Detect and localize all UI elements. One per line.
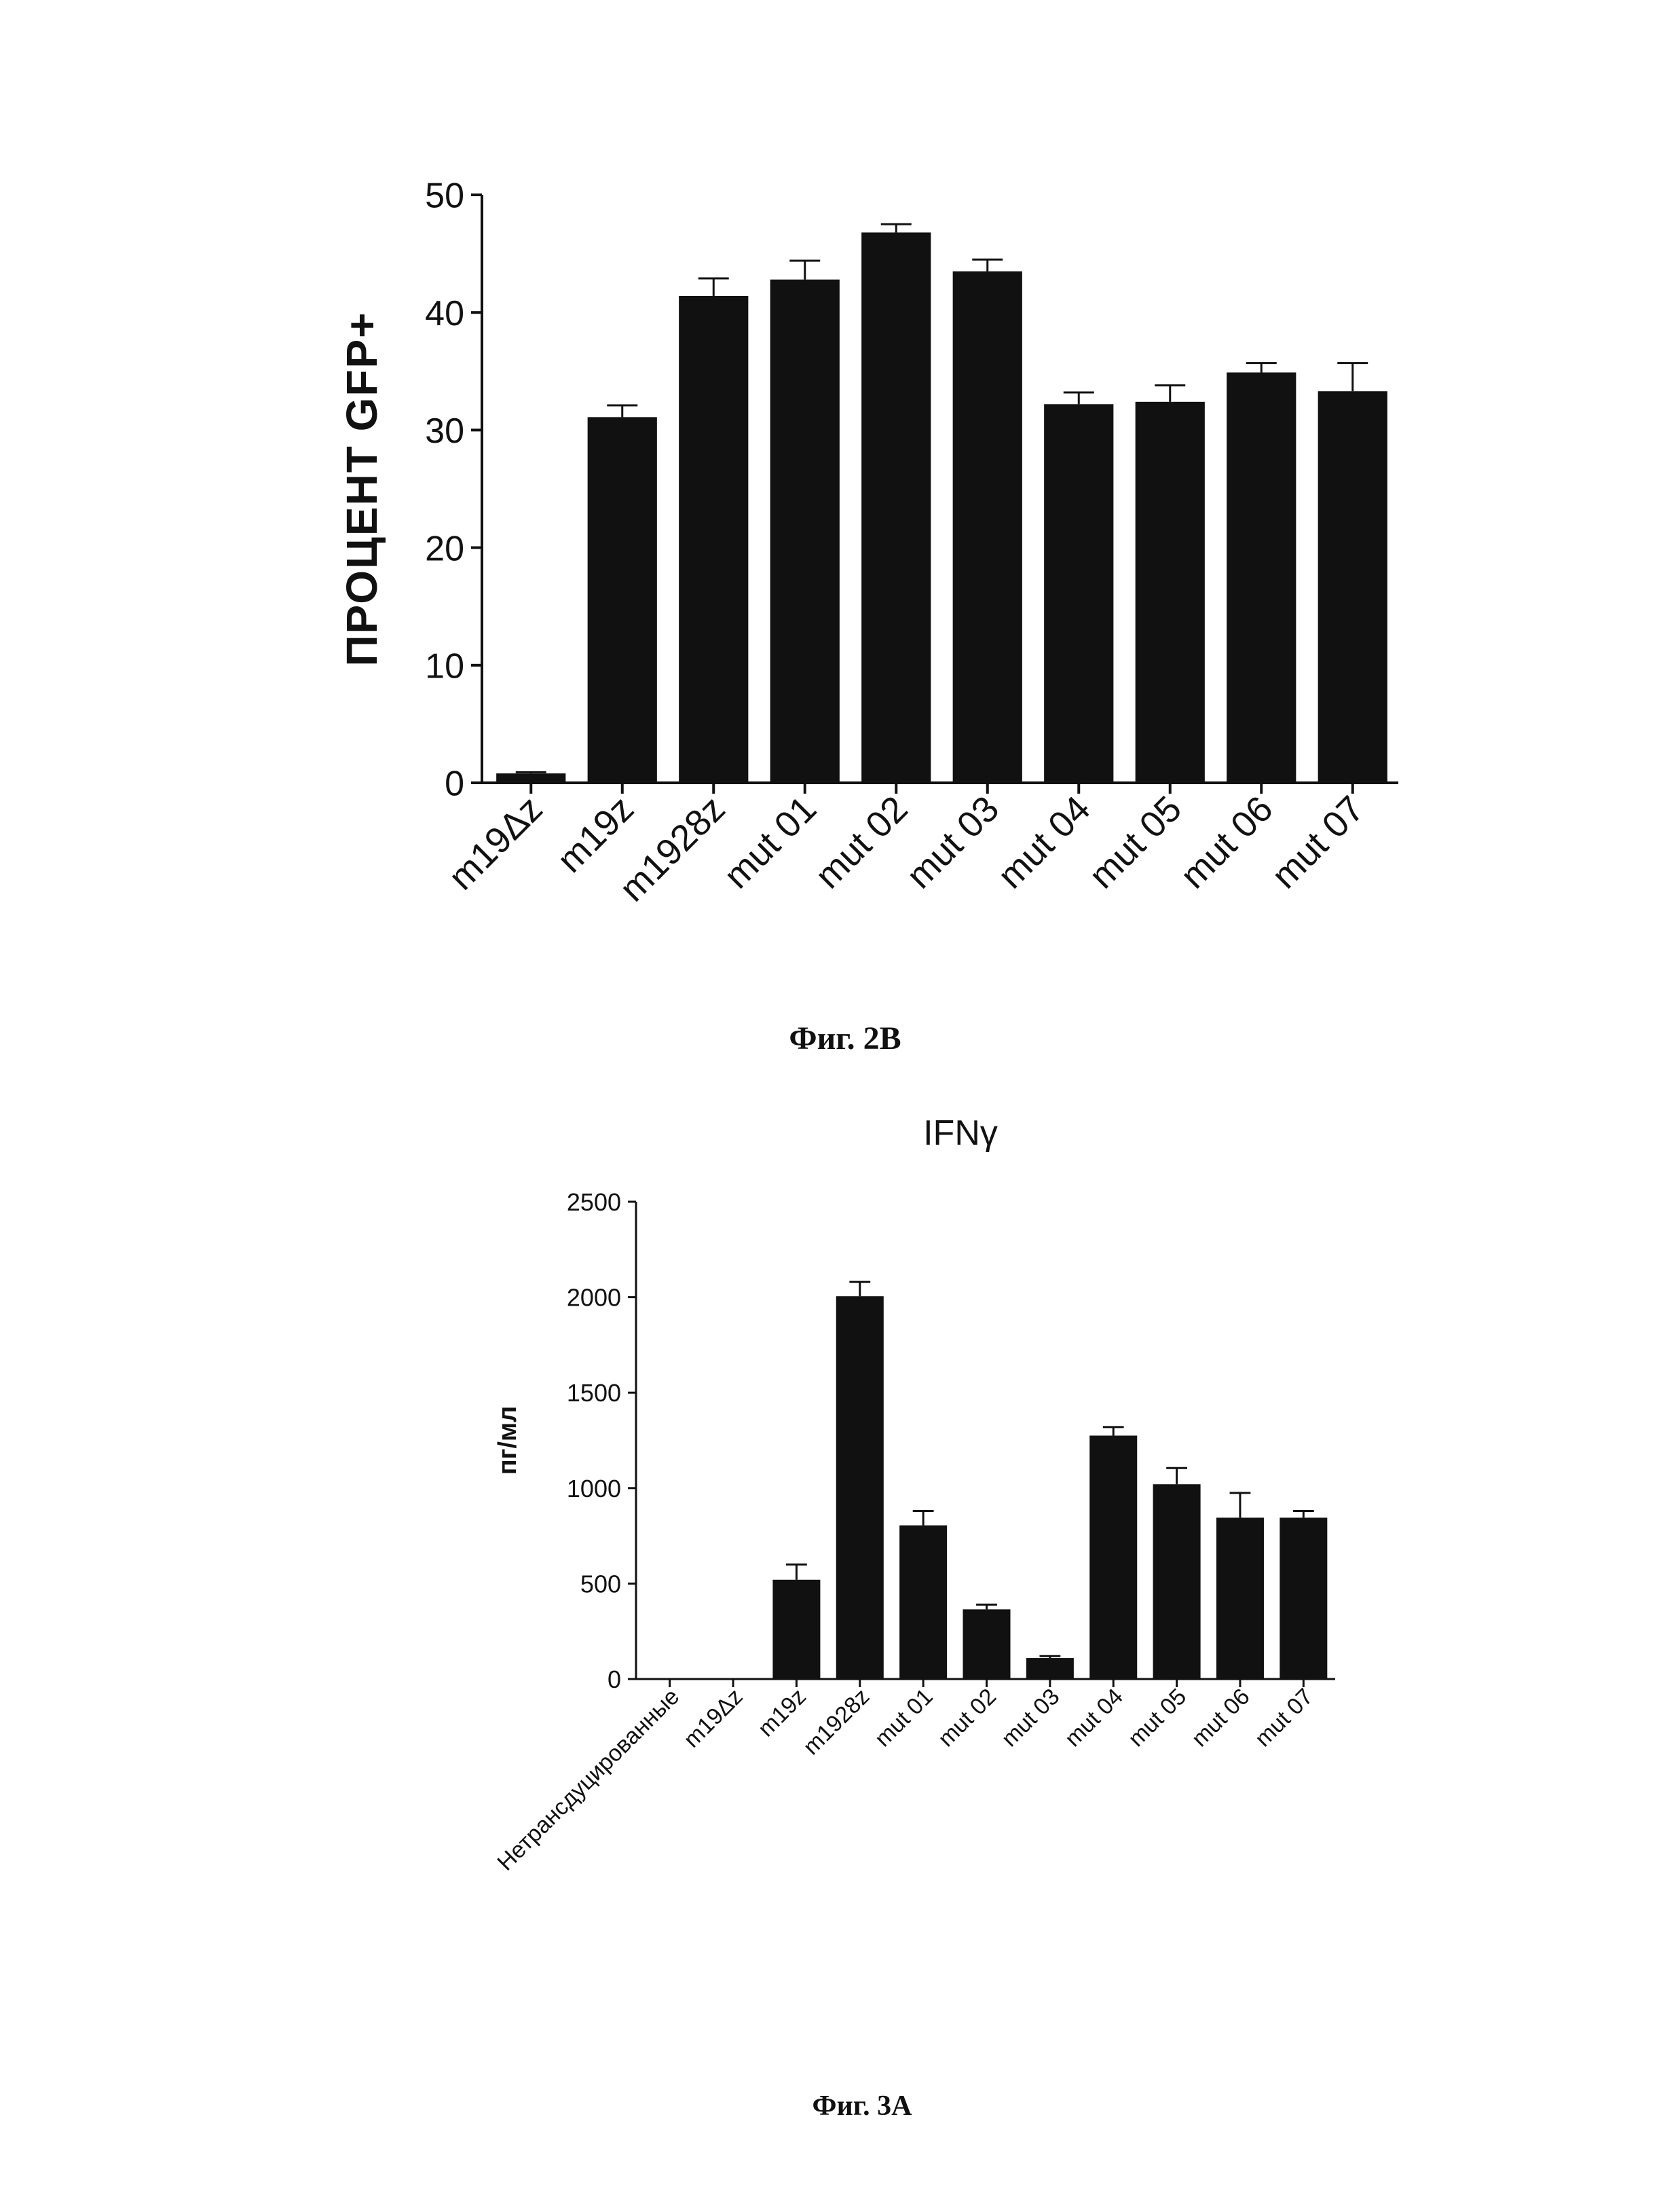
x-category-label: m1928z — [798, 1684, 874, 1760]
figure-caption-3a: Фиг. 3А — [813, 2090, 913, 2122]
x-category-label: mut 05 — [1123, 1684, 1191, 1752]
y-axis-label: ПРОЦЕНТ GFP+ — [337, 311, 386, 666]
bar-mut-04 — [1089, 1435, 1137, 1679]
x-category-label: m19Δz — [441, 788, 550, 898]
y-tick-label: 2000 — [567, 1284, 621, 1312]
x-category-label: mut 04 — [1060, 1684, 1128, 1752]
x-category-label: m19Δz — [679, 1684, 748, 1753]
y-tick-label: 30 — [425, 411, 464, 451]
x-category-label: mut 03 — [996, 1684, 1064, 1752]
bar-m19Δz — [496, 773, 565, 783]
bar-mut-02 — [963, 1609, 1010, 1679]
x-category-label: mut 03 — [899, 788, 1007, 896]
x-category-label: mut 01 — [716, 788, 824, 896]
chart-title: IFNγ — [923, 1113, 998, 1153]
y-tick-label: 2500 — [567, 1188, 621, 1216]
x-category-label: mut 02 — [808, 788, 916, 896]
y-tick-label: 1000 — [567, 1475, 621, 1503]
y-tick-label: 20 — [425, 529, 464, 568]
x-category-label: mut 06 — [1173, 788, 1281, 896]
figure-caption-2b: Фиг. 2В — [789, 1020, 901, 1056]
bar-mut-05 — [1136, 402, 1205, 783]
y-tick-label: 10 — [425, 647, 464, 686]
x-category-label: mut 04 — [990, 788, 1098, 896]
y-tick-label: 0 — [445, 764, 464, 804]
x-category-label: mut 06 — [1187, 1684, 1254, 1752]
bar-m1928z — [836, 1296, 884, 1679]
bar-mut-06 — [1227, 373, 1296, 783]
bar-m1928z — [679, 296, 748, 783]
x-category-label: Нетрансдуцированные — [492, 1684, 684, 1876]
x-category-label: mut 07 — [1250, 1684, 1318, 1752]
x-category-label: m19z — [753, 1684, 811, 1742]
x-category-label: mut 07 — [1264, 788, 1372, 896]
bar-mut-03 — [953, 272, 1022, 783]
chart-ifn-gamma: 05001000150020002500Нетрансдуцированныеm… — [492, 1113, 1335, 1876]
bar-mut-06 — [1216, 1517, 1264, 1679]
x-category-label: mut 02 — [933, 1684, 1001, 1752]
bar-m19z — [772, 1580, 820, 1679]
y-tick-label: 40 — [425, 294, 464, 333]
bar-mut-04 — [1044, 404, 1113, 783]
y-tick-label: 50 — [425, 177, 464, 216]
y-tick-label: 500 — [580, 1570, 621, 1598]
x-category-label: mut 05 — [1081, 788, 1189, 896]
bar-mut-03 — [1026, 1658, 1074, 1679]
y-axis-label: пг/мл — [493, 1406, 522, 1475]
bar-mut-07 — [1280, 1517, 1327, 1679]
y-tick-label: 1500 — [567, 1379, 621, 1407]
bar-mut-02 — [861, 232, 931, 783]
bar-mut-01 — [899, 1526, 947, 1679]
bar-mut-07 — [1318, 391, 1387, 783]
y-tick-label: 0 — [608, 1665, 621, 1693]
bar-mut-01 — [770, 280, 840, 783]
x-category-label: mut 01 — [870, 1684, 937, 1752]
bar-m19z — [588, 417, 657, 783]
chart-gfp-percent: 01020304050m19Δzm19zm1928zmut 01mut 02mu… — [337, 177, 1398, 910]
bar-mut-05 — [1153, 1484, 1201, 1679]
